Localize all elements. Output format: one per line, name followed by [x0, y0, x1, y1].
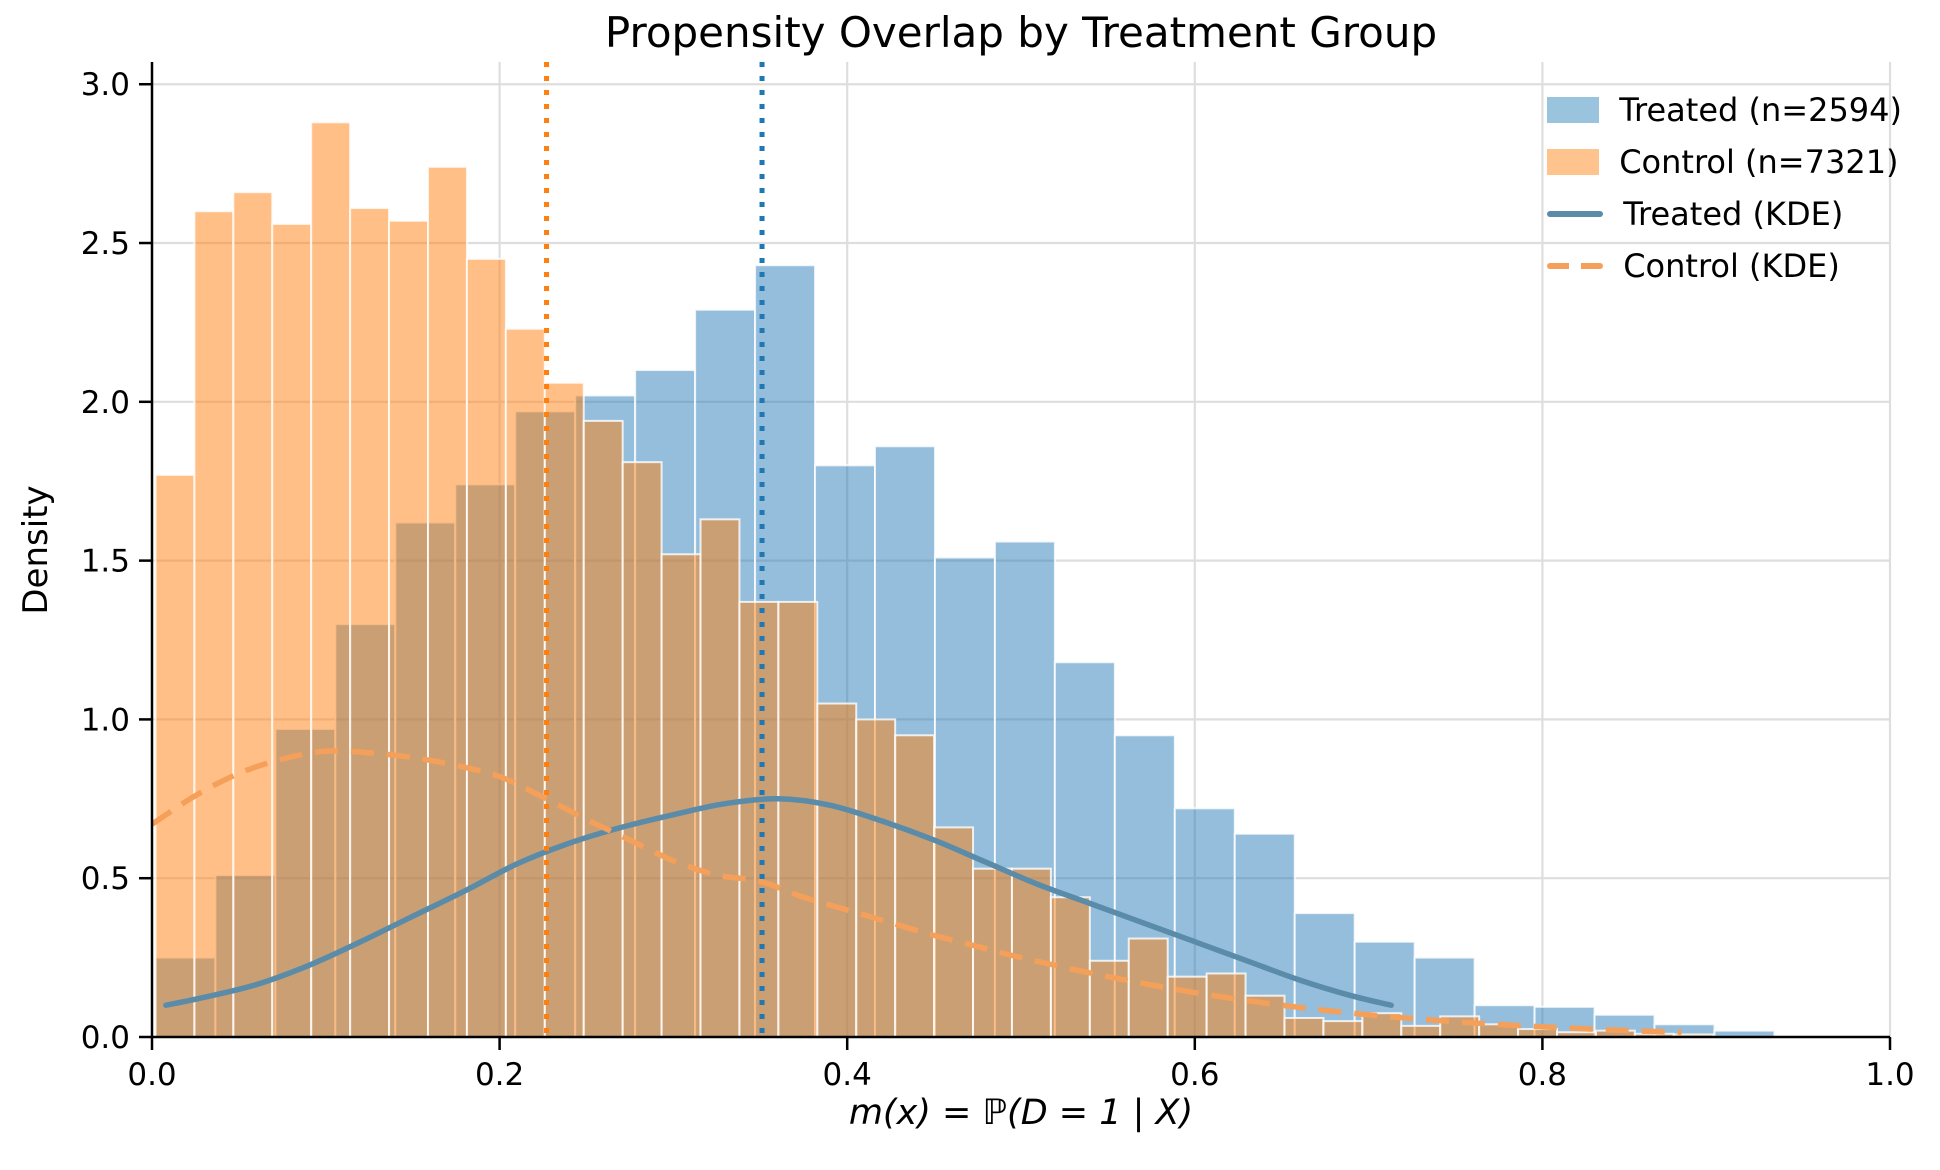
legend-label: Control (n=7321) [1619, 142, 1899, 181]
svg-text:0.0: 0.0 [81, 1020, 130, 1056]
legend: Treated (n=2594) Control (n=7321) Treate… [1547, 90, 1902, 285]
svg-text:0.6: 0.6 [1170, 1057, 1219, 1093]
treated-kde-line-icon [1547, 210, 1604, 217]
y-axis-label: Density [16, 485, 56, 615]
legend-item-treated-kde: Treated (KDE) [1547, 194, 1902, 233]
legend-item-control-kde: Control (KDE) [1547, 246, 1902, 285]
legend-label: Control (KDE) [1623, 246, 1840, 285]
svg-text:1.0: 1.0 [1865, 1057, 1914, 1093]
legend-label: Treated (n=2594) [1619, 90, 1902, 129]
svg-text:1.0: 1.0 [81, 702, 130, 738]
chart-title: Propensity Overlap by Treatment Group [604, 8, 1438, 57]
svg-text:0.8: 0.8 [1518, 1057, 1567, 1093]
svg-text:2.0: 2.0 [81, 385, 130, 421]
svg-text:0.5: 0.5 [81, 861, 130, 897]
svg-text:0.4: 0.4 [823, 1057, 872, 1093]
svg-text:0.2: 0.2 [475, 1057, 524, 1093]
svg-text:3.0: 3.0 [81, 67, 130, 103]
x-axis-label: m(x) = ℙ(D = 1 | X) [848, 1093, 1194, 1133]
svg-text:2.5: 2.5 [81, 226, 130, 262]
svg-text:1.5: 1.5 [81, 544, 130, 580]
legend-item-control-hist: Control (n=7321) [1547, 142, 1902, 181]
legend-label: Treated (KDE) [1623, 194, 1844, 233]
svg-text:0.0: 0.0 [127, 1057, 176, 1093]
treated-hist-swatch-icon [1547, 96, 1600, 123]
legend-item-treated-hist: Treated (n=2594) [1547, 90, 1902, 129]
control-hist-swatch-icon [1547, 148, 1600, 175]
control-kde-dashed-line-icon [1547, 262, 1604, 269]
